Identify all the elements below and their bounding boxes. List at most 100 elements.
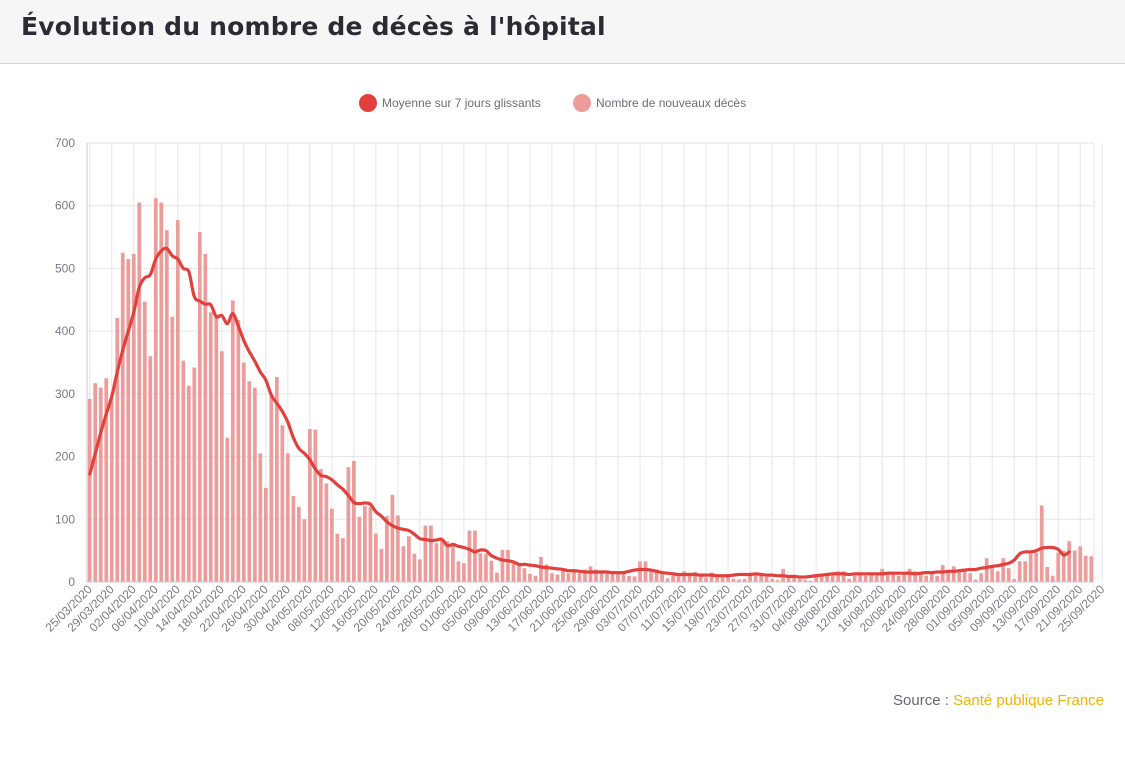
- bar: [1012, 578, 1017, 582]
- bar: [87, 398, 92, 582]
- x-axis: 25/03/202029/03/202002/04/202006/04/2020…: [43, 581, 1108, 635]
- bar: [214, 316, 219, 582]
- bar: [654, 569, 659, 582]
- bar: [902, 573, 907, 582]
- bar: [269, 396, 274, 582]
- bar: [440, 539, 444, 582]
- bar: [208, 312, 213, 582]
- bar: [1089, 556, 1094, 582]
- chart: Moyenne sur 7 jours glissants Nombre de n…: [43, 94, 1108, 635]
- bar: [984, 558, 989, 582]
- bar: [274, 376, 279, 582]
- y-tick-label: 300: [55, 387, 75, 401]
- bar: [627, 575, 631, 582]
- bar: [1072, 550, 1077, 582]
- bar: [704, 577, 708, 582]
- bar: [764, 576, 769, 582]
- bar: [847, 578, 851, 582]
- bar: [539, 556, 543, 582]
- bar: [528, 573, 532, 582]
- bar: [1050, 575, 1055, 582]
- bar: [693, 571, 697, 582]
- bar: [649, 571, 653, 582]
- bar: [687, 572, 692, 582]
- bar: [313, 429, 318, 582]
- bar: [841, 571, 846, 582]
- bar: [1023, 561, 1028, 582]
- bar: [148, 356, 153, 582]
- line-series: [88, 246, 1071, 579]
- bar: [258, 453, 263, 582]
- y-tick-label: 700: [55, 136, 75, 150]
- bar: [1028, 553, 1033, 582]
- bar: [467, 530, 472, 582]
- bar: [445, 541, 450, 582]
- bar: [561, 570, 565, 582]
- bar: [374, 533, 378, 582]
- bar: [263, 487, 268, 582]
- y-tick-label: 400: [55, 324, 75, 338]
- bar: [753, 574, 758, 582]
- bar: [572, 571, 576, 582]
- bar: [418, 559, 422, 582]
- bar: [230, 300, 235, 582]
- bar: [951, 566, 956, 582]
- bar: [462, 563, 466, 582]
- bar: [175, 220, 180, 583]
- bar: [819, 576, 824, 582]
- bar: [137, 202, 142, 583]
- bar: [616, 572, 620, 582]
- bar: [577, 573, 582, 582]
- bar: [858, 572, 863, 582]
- bar: [484, 553, 488, 582]
- bar: [759, 573, 763, 582]
- y-tick-label: 100: [55, 512, 75, 526]
- bar: [676, 575, 681, 582]
- bar: [396, 515, 400, 582]
- bar: [1039, 505, 1044, 582]
- bar: [1034, 552, 1039, 582]
- bars: [87, 198, 1094, 583]
- bar: [1001, 558, 1006, 582]
- bar: [363, 506, 367, 582]
- bar: [808, 580, 813, 582]
- bar: [632, 576, 637, 582]
- source-link[interactable]: Santé publique France: [953, 692, 1104, 709]
- bar: [946, 570, 951, 582]
- bar: [98, 387, 103, 582]
- bar: [748, 572, 752, 582]
- bar: [935, 575, 940, 582]
- bar: [280, 425, 285, 582]
- bar: [896, 575, 901, 582]
- header: Évolution du nombre de décès à l'hôpital: [0, 0, 1125, 64]
- bar: [170, 316, 175, 582]
- bar: [995, 571, 1000, 582]
- moving-average-line: [88, 246, 1071, 579]
- bar: [957, 571, 962, 582]
- bar: [522, 568, 527, 582]
- bar: [1078, 546, 1083, 582]
- bar: [236, 319, 241, 582]
- bar: [385, 516, 389, 582]
- bar: [599, 571, 604, 582]
- bar: [885, 572, 890, 582]
- source-note: Source : Santé publique France: [893, 692, 1104, 709]
- bar: [979, 573, 984, 582]
- bar: [874, 573, 879, 582]
- bar: [1083, 555, 1088, 582]
- bar: [307, 428, 312, 582]
- bar: [495, 572, 499, 582]
- bar: [737, 579, 741, 582]
- bar: [698, 576, 703, 582]
- bar: [1056, 552, 1061, 582]
- bar: [731, 578, 736, 582]
- bar: [285, 453, 290, 582]
- bar: [335, 533, 340, 582]
- bar: [324, 483, 329, 582]
- bar: [594, 569, 598, 582]
- bar: [451, 545, 455, 582]
- bar: [109, 398, 114, 582]
- bar: [120, 252, 125, 582]
- bar: [660, 573, 664, 582]
- bar: [588, 566, 593, 582]
